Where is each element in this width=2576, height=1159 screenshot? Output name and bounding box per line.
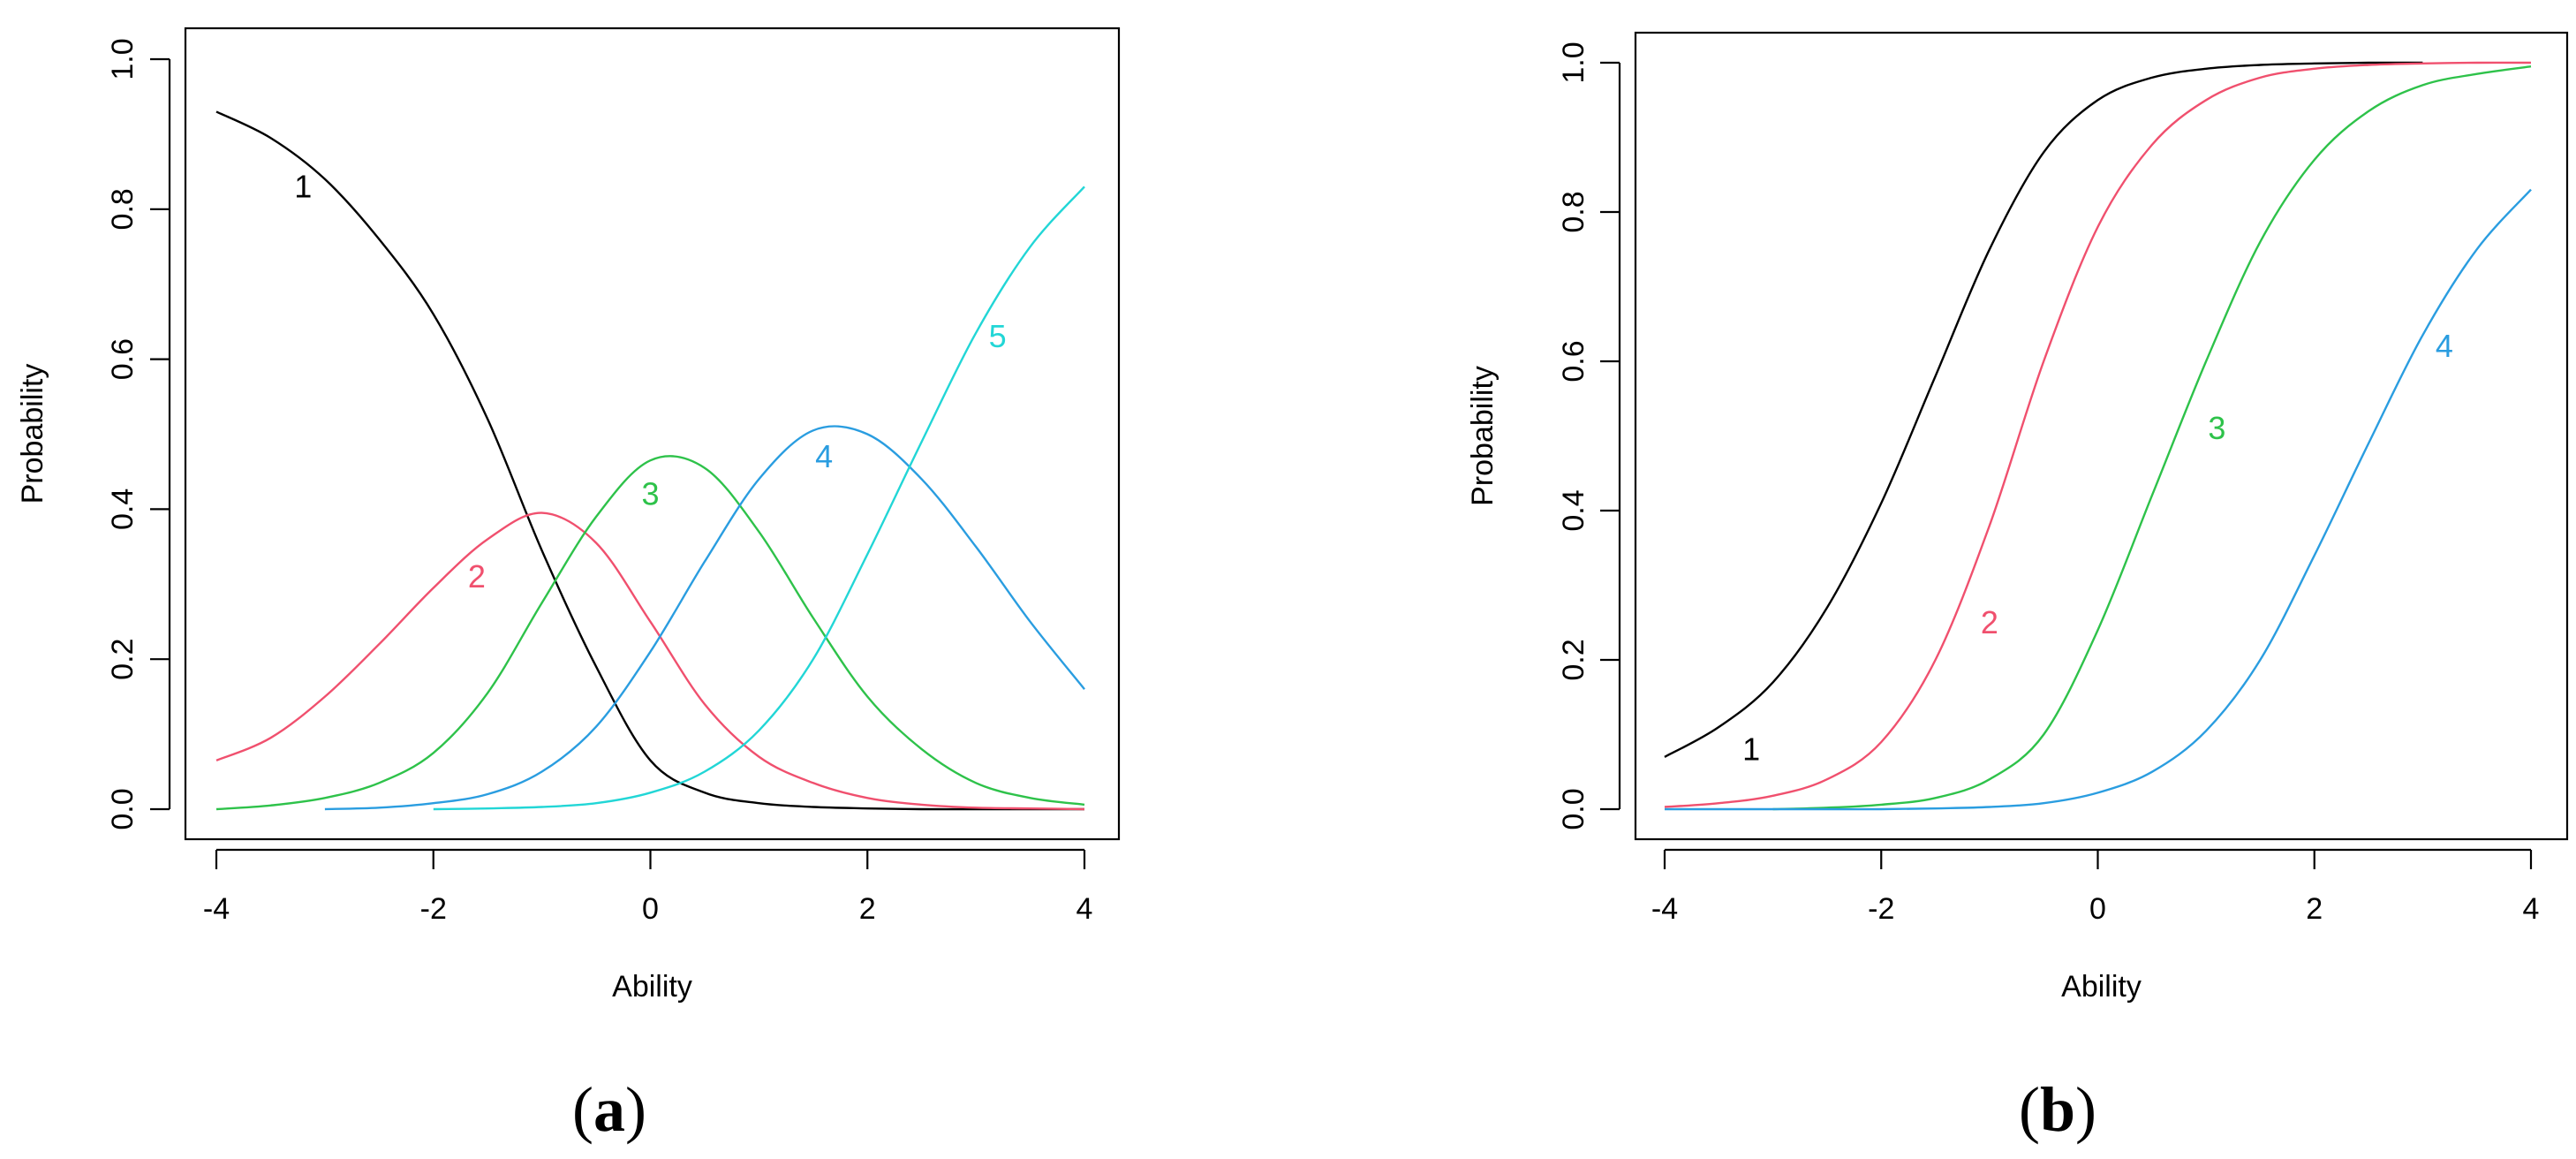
panel-a-plot-frame (184, 27, 1121, 841)
panel-b-series-2-line (1664, 61, 2532, 808)
panel-a-series-5-label: 5 (989, 318, 1007, 354)
panel-a-x-tick-label: 4 (1076, 892, 1093, 926)
panel-b-series-4-label: 4 (2436, 328, 2453, 364)
panel-a-y-tick-label: 0.8 (106, 188, 140, 230)
panel-b-x-tick-label: 4 (2523, 892, 2540, 926)
panel-a-y-tick-label: 0.2 (106, 639, 140, 680)
panel-a-x-tick-label: 0 (642, 892, 659, 926)
panel-b-series-3-label: 3 (2208, 410, 2225, 446)
panel-b-x-axis-title: Ability (2061, 970, 2142, 1004)
panel-a-chart: -4 -2 0 2 4 0.0 0.2 0.4 0.6 0.8 1.0 Ability Probabil… (16, 27, 1121, 1004)
panel-b-caption: (b) (2019, 1074, 2096, 1145)
panel-a-series-5-line (433, 186, 1085, 811)
panel-a-series-1-line (215, 110, 1084, 811)
panel-a-y-tick-label: 0.4 (106, 489, 140, 530)
panel-b-y-axis-title: Probability (1466, 366, 1500, 506)
panel-b-caption-letter: b (2040, 1074, 2075, 1145)
panel-b-series-2-label: 2 (1981, 604, 1998, 640)
panel-b-x-tick-label: 2 (2306, 892, 2323, 926)
panel-b-y-tick-label: 0.4 (1557, 489, 1590, 531)
panel-a-y-tick-label: 1.0 (106, 38, 140, 80)
panel-b-y-tick-label: 0.6 (1557, 340, 1590, 382)
panel-a-y-tick-label: 0.6 (106, 338, 140, 380)
panel-a-x-tick-label: -4 (203, 892, 230, 926)
panel-a-x-axis-title: Ability (612, 970, 692, 1004)
panel-a-series-3-line (215, 455, 1085, 811)
panel-b-x-tick-label: -2 (1868, 892, 1894, 926)
panel-b-series-3-line (1772, 65, 2532, 811)
panel-b-x-tick-label: -4 (1651, 892, 1678, 926)
panel-b-plot-frame (1634, 31, 2569, 841)
panel-a-series-2-line (215, 511, 1085, 811)
panel-a-caption-letter: a (593, 1074, 625, 1145)
panel-b-chart: -4 -2 0 2 4 0.0 0.2 0.4 0.6 0.8 1.0 Ability Probabil… (1466, 31, 2569, 1004)
panel-a-series-1-label: 1 (294, 168, 312, 204)
panel-a-x-tick-label: 2 (859, 892, 876, 926)
panel-a-x-tick-label: -2 (420, 892, 447, 926)
panel-a-series-4-label: 4 (815, 438, 833, 474)
panel-b-y-tick-label: 0.0 (1557, 788, 1590, 829)
panel-b-series-1-line (1664, 61, 2423, 758)
panel-b-series-1-label: 1 (1742, 731, 1760, 767)
panel-b-y-tick-label: 1.0 (1557, 42, 1590, 83)
panel-a-series-3-label: 3 (641, 475, 659, 511)
panel-a-caption: (a) (572, 1074, 646, 1145)
panel-a-series-2-label: 2 (468, 558, 486, 595)
panel-b-y-tick-label: 0.8 (1557, 191, 1590, 232)
panel-b-y-tick-label: 0.2 (1557, 639, 1590, 680)
panel-a-y-tick-label: 0.0 (106, 788, 140, 829)
panel-a-series-4-line (324, 425, 1085, 811)
panel-b-x-tick-label: 0 (2089, 892, 2106, 926)
panel-a-y-axis-title: Probability (16, 364, 49, 504)
panel-b-series-4-line (1664, 188, 2532, 811)
